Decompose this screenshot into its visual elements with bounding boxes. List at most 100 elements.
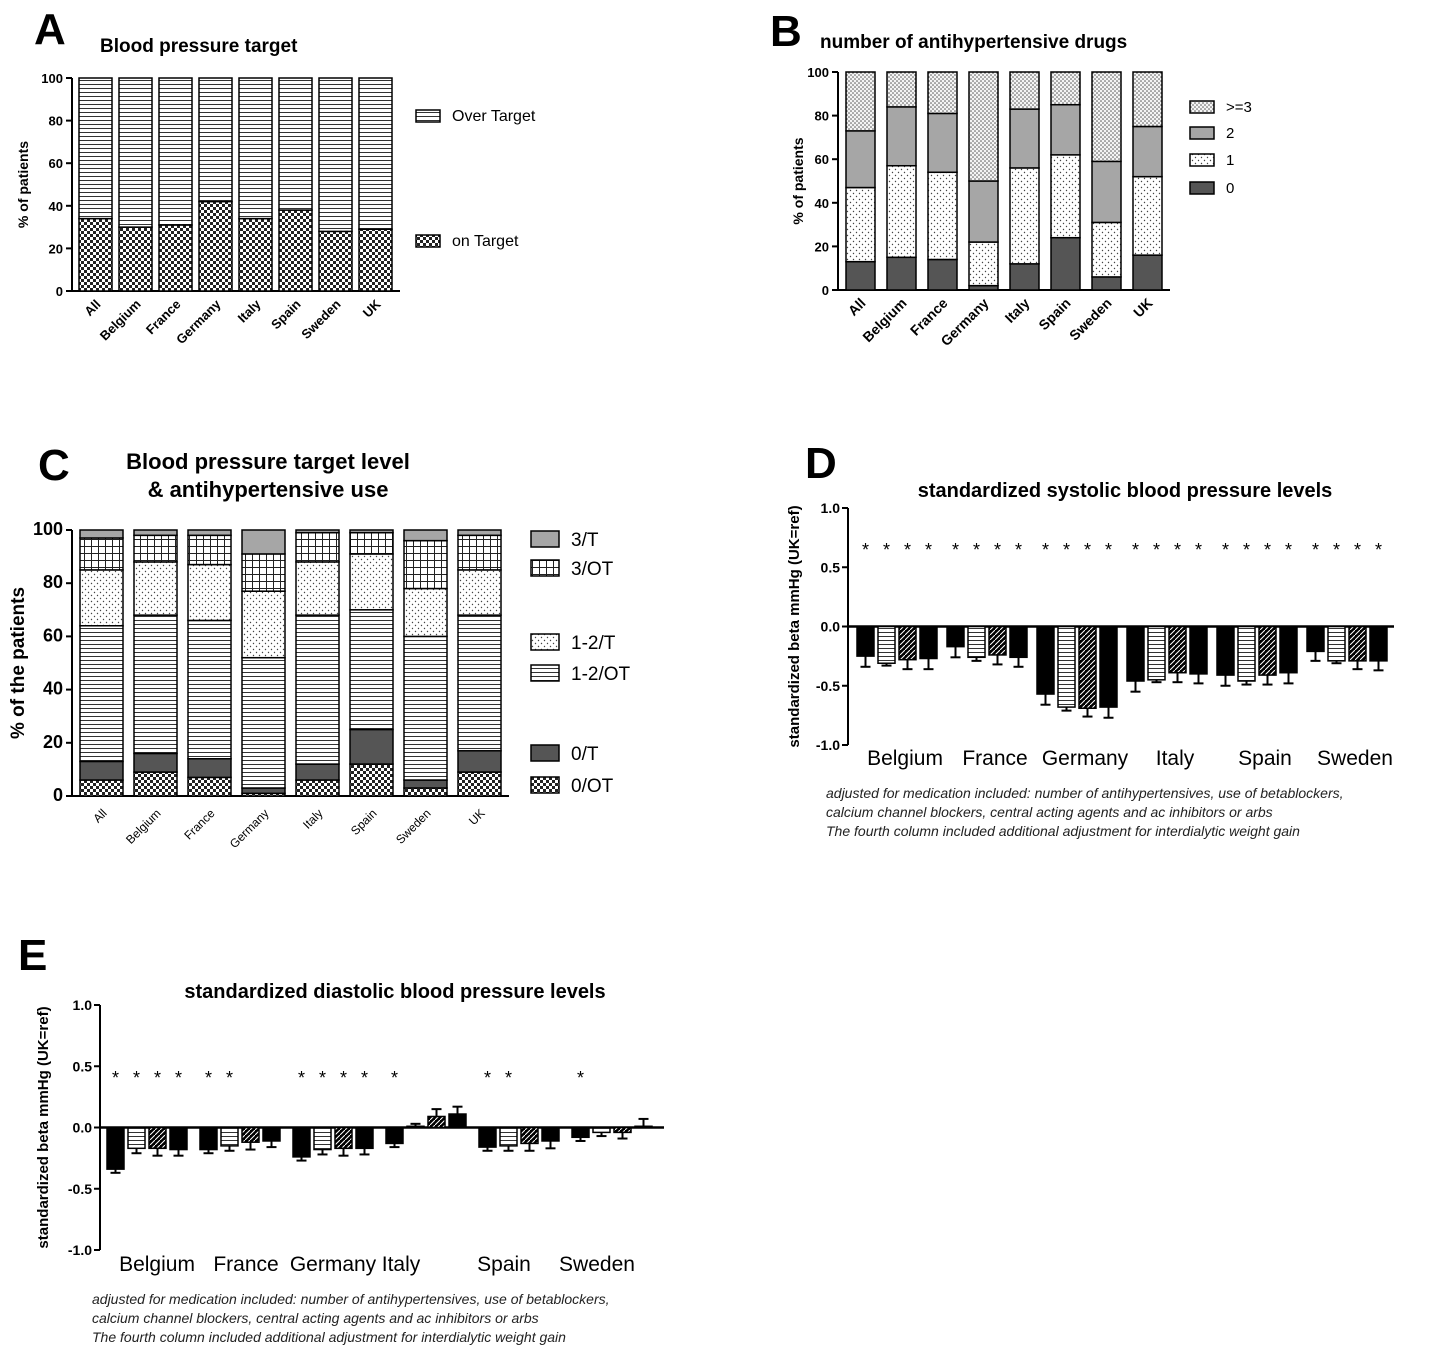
bar-segment	[80, 780, 123, 796]
footnote-line: The fourth column included additional ad…	[92, 1329, 566, 1345]
significance-star: *	[862, 540, 869, 560]
significance-star: *	[1312, 540, 1319, 560]
bar-segment	[458, 530, 501, 535]
x-tick-label: Germany	[290, 1253, 377, 1276]
y-tick-label: 20	[49, 241, 63, 256]
bar-segment	[350, 610, 393, 730]
bar-segment	[239, 78, 272, 219]
bar-segment	[887, 257, 916, 290]
significance-star: *	[1084, 540, 1091, 560]
y-tick-label: 1.0	[821, 500, 841, 516]
legend-swatch	[531, 634, 559, 650]
legend-label: 3/T	[571, 530, 599, 551]
bar-segment	[887, 107, 916, 166]
legend-label: 1-2/T	[571, 633, 616, 654]
y-tick-label: -1.0	[816, 737, 840, 753]
bar	[500, 1128, 517, 1146]
bar-segment	[846, 72, 875, 131]
x-tick-label: Germany	[173, 296, 224, 347]
bar-segment	[1133, 177, 1162, 255]
significance-star: *	[973, 540, 980, 560]
bar-segment	[1051, 238, 1080, 290]
bar-segment	[404, 541, 447, 589]
significance-star: *	[133, 1068, 140, 1088]
panel-letter: C	[38, 441, 70, 490]
bar-segment	[928, 259, 957, 290]
y-tick-label: 40	[815, 196, 829, 211]
bar	[1259, 627, 1276, 676]
x-tick-label: Belgium	[119, 1253, 195, 1276]
x-tick-label: Belgium	[97, 297, 144, 344]
bar	[968, 627, 985, 658]
bar-segment	[188, 565, 231, 621]
footnote-line: adjusted for medication included: number…	[826, 785, 1344, 801]
panel-a: A Blood pressure target 0 20 40 60 80 100 % of p…	[15, 5, 536, 347]
bar-segment	[319, 78, 352, 231]
bar-segment	[1092, 222, 1121, 276]
bar	[221, 1128, 238, 1146]
bar-segment	[1133, 72, 1162, 127]
significance-star: *	[1375, 540, 1382, 560]
y-tick-label: -0.5	[816, 678, 840, 694]
legend-swatch	[1190, 182, 1214, 194]
legend-label: 2	[1226, 125, 1234, 142]
bar	[593, 1128, 610, 1133]
bar-segment	[1051, 155, 1080, 238]
significance-star: *	[484, 1068, 491, 1088]
bar	[200, 1128, 217, 1150]
bar-segment	[1092, 277, 1121, 290]
bar	[521, 1128, 538, 1144]
bar-segment	[350, 730, 393, 765]
y-tick-label: 40	[43, 679, 63, 699]
bar	[1307, 627, 1324, 652]
y-tick-label: 0	[56, 284, 63, 299]
bar-segment	[159, 78, 192, 225]
x-tick-label: France	[962, 747, 1027, 770]
legend-swatch	[531, 745, 559, 761]
x-tick-label: All	[845, 295, 869, 319]
legend-label: 1	[1226, 152, 1234, 169]
significance-star: *	[1285, 540, 1292, 560]
significance-star: *	[1132, 540, 1139, 560]
bar	[1100, 627, 1117, 708]
x-tick-label: All	[81, 297, 103, 319]
y-axis-label: % of patients	[15, 141, 31, 228]
bar-segment	[296, 780, 339, 796]
panel-letter: E	[18, 931, 47, 980]
significance-star: *	[1333, 540, 1340, 560]
bar-segment	[134, 772, 177, 796]
x-tick-label: Italy	[382, 1253, 421, 1276]
bar	[947, 627, 964, 647]
chart-title: standardized systolic blood pressure lev…	[918, 480, 1333, 502]
bar-segment	[969, 242, 998, 286]
bar-segment	[359, 229, 392, 291]
y-tick-label: 60	[43, 625, 63, 645]
x-tick-label: Italy	[235, 296, 265, 326]
y-tick-label: 0	[53, 785, 63, 805]
legend-label: 0/T	[571, 744, 599, 765]
legend-label: 0/OT	[571, 776, 614, 797]
bar-segment	[1010, 72, 1039, 109]
bar-segment	[458, 535, 501, 570]
bar	[572, 1128, 589, 1138]
bar-segment	[846, 188, 875, 262]
legend-label: >=3	[1226, 99, 1252, 116]
y-tick-label: 0.5	[821, 559, 841, 575]
bar-segment	[846, 131, 875, 188]
bar-segment	[404, 780, 447, 788]
bar-segment	[887, 166, 916, 258]
bar-segment	[80, 570, 123, 626]
bar-segment	[188, 620, 231, 758]
bar-segment	[188, 535, 231, 564]
footnote-line: calcium channel blockers, central acting…	[826, 804, 1273, 820]
x-tick-label: France	[181, 806, 218, 843]
bar-segment	[1133, 127, 1162, 177]
legend-label: 1-2/OT	[571, 664, 631, 685]
legend-label: on Target	[452, 233, 519, 250]
panel-letter: A	[34, 5, 66, 54]
bar	[614, 1128, 631, 1133]
bar	[1280, 627, 1297, 673]
significance-star: *	[1243, 540, 1250, 560]
